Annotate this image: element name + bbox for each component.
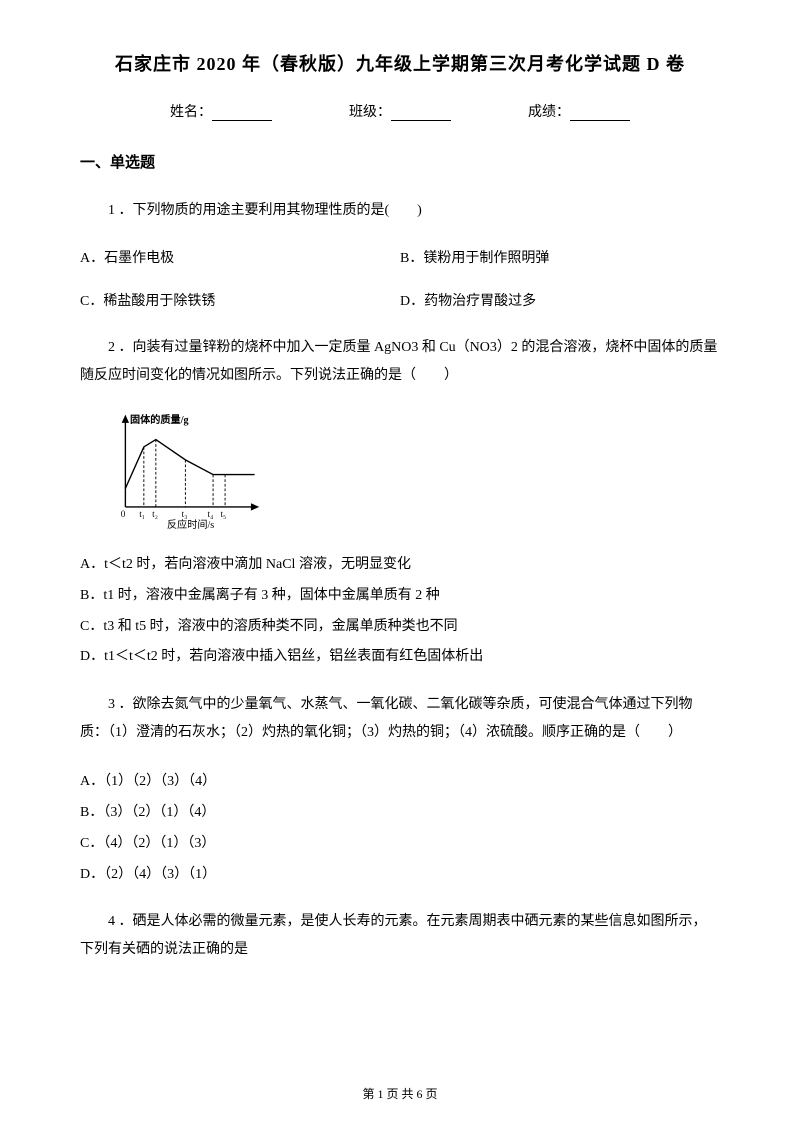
class-label: 班级： <box>349 101 391 121</box>
svg-text:反应时间/s: 反应时间/s <box>167 518 214 530</box>
q1-option-a: A．石墨作电极 <box>80 245 400 273</box>
q2-chart: 固体的质量/g 0 t₁ t₂ t₃ t₄ t₅ 反应时间/s <box>110 410 720 535</box>
exam-title: 石家庄市 2020 年（春秋版）九年级上学期第三次月考化学试题 D 卷 <box>80 50 720 76</box>
svg-text:t₅: t₅ <box>220 509 226 519</box>
page-footer: 第 1 页 共 6 页 <box>0 1085 800 1102</box>
svg-text:t₄: t₄ <box>208 509 214 519</box>
q1-option-c: C．稀盐酸用于除铁锈 <box>80 288 400 316</box>
section-1-title: 一、单选题 <box>80 151 720 172</box>
svg-text:0: 0 <box>121 509 126 519</box>
q2-text: 2 ．向装有过量锌粉的烧杯中加入一定质量 AgNO3 和 Cu（NO3）2 的混… <box>80 334 720 390</box>
q3-option-b: B．（3）（2）（1）（4） <box>80 798 720 829</box>
score-field[interactable] <box>570 107 630 121</box>
q4-text: 4 ．硒是人体必需的微量元素，是使人长寿的元素。在元素周期表中硒元素的某些信息如… <box>80 908 720 964</box>
q3-option-d: D．（2）（4）（3）（1） <box>80 860 720 891</box>
q2-option-b: B．t1 时，溶液中金属离子有 3 种，固体中金属单质有 2 种 <box>80 581 720 612</box>
class-field[interactable] <box>391 107 451 121</box>
q1-option-b: B．镁粉用于制作照明弹 <box>400 245 720 273</box>
question-2: 2 ．向装有过量锌粉的烧杯中加入一定质量 AgNO3 和 Cu（NO3）2 的混… <box>80 334 720 673</box>
svg-text:固体的质量/g: 固体的质量/g <box>130 413 189 426</box>
q3-text: 3 ．欲除去氮气中的少量氧气、水蒸气、一氧化碳、二氧化碳等杂质，可使混合气体通过… <box>80 691 720 747</box>
question-3: 3 ．欲除去氮气中的少量氧气、水蒸气、一氧化碳、二氧化碳等杂质，可使混合气体通过… <box>80 691 720 890</box>
question-1: 1 ．下列物质的用途主要利用其物理性质的是( ) A．石墨作电极 B．镁粉用于制… <box>80 197 720 316</box>
q2-option-c: C．t3 和 t5 时，溶液中的溶质种类不同，金属单质种类也不同 <box>80 612 720 643</box>
q3-option-a: A．（1）（2）（3）（4） <box>80 767 720 798</box>
svg-text:t₃: t₃ <box>182 509 188 519</box>
name-field[interactable] <box>212 107 272 121</box>
svg-text:t₂: t₂ <box>152 509 158 519</box>
q2-option-a: A．t＜t2 时，若向溶液中滴加 NaCl 溶液，无明显变化 <box>80 550 720 581</box>
q2-option-d: D．t1＜t＜t2 时，若向溶液中插入铝丝，铝丝表面有红色固体析出 <box>80 642 720 673</box>
name-label: 姓名： <box>170 101 212 121</box>
mass-time-chart: 固体的质量/g 0 t₁ t₂ t₃ t₄ t₅ 反应时间/s <box>110 410 270 530</box>
q3-option-c: C．（4）（2）（1）（3） <box>80 829 720 860</box>
student-info-row: 姓名： 班级： 成绩： <box>80 101 720 121</box>
svg-text:t₁: t₁ <box>139 509 145 519</box>
q1-text: 1 ．下列物质的用途主要利用其物理性质的是( ) <box>80 197 720 225</box>
q1-option-d: D．药物治疗胃酸过多 <box>400 288 720 316</box>
score-label: 成绩： <box>528 101 570 121</box>
question-4: 4 ．硒是人体必需的微量元素，是使人长寿的元素。在元素周期表中硒元素的某些信息如… <box>80 908 720 964</box>
